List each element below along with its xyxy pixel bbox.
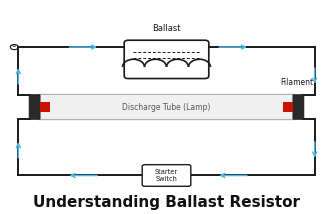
Text: Ballast: Ballast <box>152 24 181 33</box>
FancyBboxPatch shape <box>142 165 191 186</box>
FancyBboxPatch shape <box>29 95 40 119</box>
Bar <box>40 102 50 112</box>
Text: Filament: Filament <box>280 78 313 87</box>
FancyBboxPatch shape <box>293 95 304 119</box>
FancyBboxPatch shape <box>124 40 209 79</box>
Text: Starter
Switch: Starter Switch <box>155 169 178 182</box>
Text: Discharge Tube (Lamp): Discharge Tube (Lamp) <box>122 103 211 111</box>
Bar <box>283 102 293 112</box>
Text: Understanding Ballast Resistor: Understanding Ballast Resistor <box>33 195 300 210</box>
Text: ~: ~ <box>9 42 17 51</box>
FancyBboxPatch shape <box>38 94 295 120</box>
